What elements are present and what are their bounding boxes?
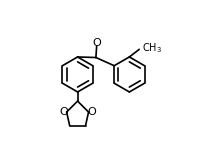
- Text: O: O: [59, 107, 68, 117]
- Text: CH$_3$: CH$_3$: [142, 41, 162, 55]
- Text: O: O: [92, 38, 101, 48]
- Text: O: O: [87, 107, 96, 117]
